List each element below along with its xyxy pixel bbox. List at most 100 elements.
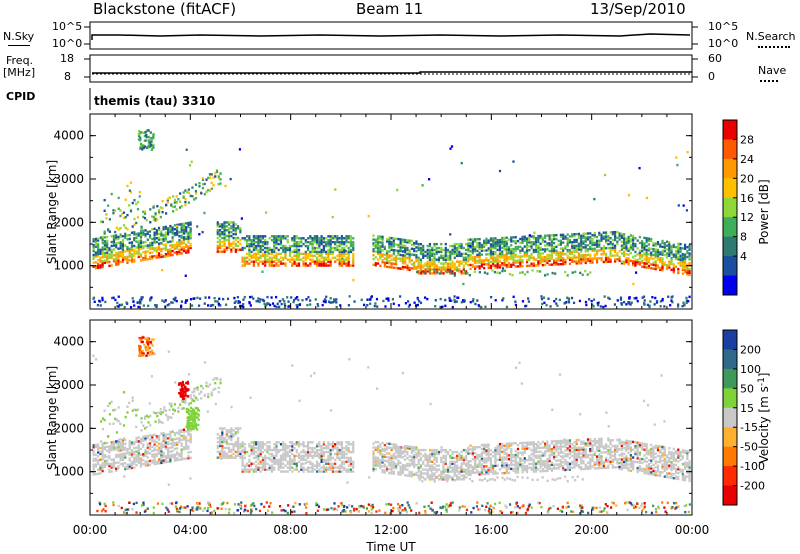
echo-cell (318, 462, 321, 465)
echo-cell (252, 264, 255, 267)
echo-cell (234, 442, 237, 446)
echo-cell (404, 466, 407, 469)
echo-cell (505, 256, 508, 259)
echo-cell (340, 235, 344, 238)
echo-cell (650, 257, 653, 260)
echo-cell (595, 239, 599, 243)
echo-cell (469, 452, 472, 455)
echo-cell (92, 457, 95, 461)
echo-cell (115, 467, 118, 470)
echo-cell (126, 249, 129, 253)
echo-cell (162, 432, 165, 435)
echo-cell (133, 466, 136, 469)
echo-cell (340, 264, 344, 267)
echo-cell (187, 433, 190, 437)
echo-cell (598, 233, 601, 237)
echo-cell (456, 269, 459, 272)
echo-cell (255, 470, 258, 473)
echo-cell (503, 452, 506, 455)
echo-cell (94, 453, 97, 456)
echo-cell (175, 208, 178, 211)
echo-cell (442, 466, 445, 469)
echo-cell (137, 240, 140, 243)
echo-cell (464, 458, 468, 462)
echo-cell (325, 468, 328, 471)
echo-cell (507, 454, 511, 457)
echo-cell (282, 244, 285, 248)
echo-cell (681, 255, 684, 258)
echo-cell (139, 253, 143, 256)
echo-cell (446, 258, 450, 261)
echo-cell (428, 258, 432, 261)
echo-cell (300, 468, 303, 471)
echo-cell (277, 448, 280, 452)
echo-cell (494, 237, 497, 240)
echo-cell (121, 248, 125, 252)
echo-cell (331, 468, 335, 471)
echo-cell (548, 234, 551, 237)
echo-cell (476, 463, 479, 466)
echo-cell (161, 210, 164, 214)
echo-cell (97, 239, 100, 242)
echo-cell (625, 260, 628, 264)
echo-cell (282, 470, 285, 473)
echo-cell (275, 237, 278, 240)
echo-cell (392, 258, 395, 262)
echo-cell (325, 446, 328, 450)
echo-cell (462, 456, 465, 460)
echo-cell (668, 246, 671, 250)
echo-cell (388, 442, 391, 446)
echo-cell (252, 252, 255, 256)
echo-cell (92, 244, 95, 247)
echo-cell (410, 455, 414, 458)
echo-cell (530, 256, 533, 260)
echo-cell (376, 250, 380, 254)
echo-cell (277, 252, 280, 256)
echo-cell (503, 263, 506, 267)
echo-cell (426, 264, 429, 267)
echo-cell (146, 244, 149, 247)
echo-cell (340, 239, 344, 242)
echo-cell (266, 468, 269, 471)
echo-cell (126, 213, 129, 217)
echo-cell (686, 271, 689, 274)
echo-cell (255, 299, 258, 303)
echo-cell (383, 261, 386, 264)
echo-cell (201, 230, 204, 234)
echo-cell (602, 251, 605, 254)
echo-cell (340, 460, 344, 464)
echo-cell (507, 467, 511, 471)
echo-cell (415, 452, 418, 455)
echo-cell (291, 446, 294, 450)
echo-cell (514, 249, 517, 253)
echo-cell (661, 241, 664, 245)
echo-cell (410, 253, 414, 256)
echo-cell (189, 227, 192, 230)
echo-cell (538, 270, 542, 273)
echo-cell (227, 227, 231, 230)
echo-cell (336, 466, 339, 469)
echo-cell (501, 236, 504, 240)
echo-cell (316, 460, 319, 464)
echo-cell (126, 245, 129, 249)
echo-cell (297, 298, 300, 302)
echo-cell (381, 447, 384, 450)
echo-cell (399, 247, 402, 251)
echo-cell (496, 238, 499, 242)
echo-cell (641, 253, 644, 257)
echo-cell (620, 232, 623, 236)
echo-cell (418, 269, 421, 273)
echo-cell (604, 258, 608, 262)
echo-cell (487, 451, 490, 454)
echo-cell (110, 264, 113, 267)
echo-cell (437, 464, 441, 467)
echo-cell (589, 236, 592, 239)
echo-cell (623, 235, 626, 238)
echo-cell (523, 239, 526, 242)
echo-cell (476, 238, 479, 241)
echo-cell (225, 446, 228, 450)
echo-cell (139, 247, 143, 250)
echo-cell (422, 254, 425, 258)
echo-cell (130, 241, 134, 244)
echo-cell (116, 305, 119, 308)
